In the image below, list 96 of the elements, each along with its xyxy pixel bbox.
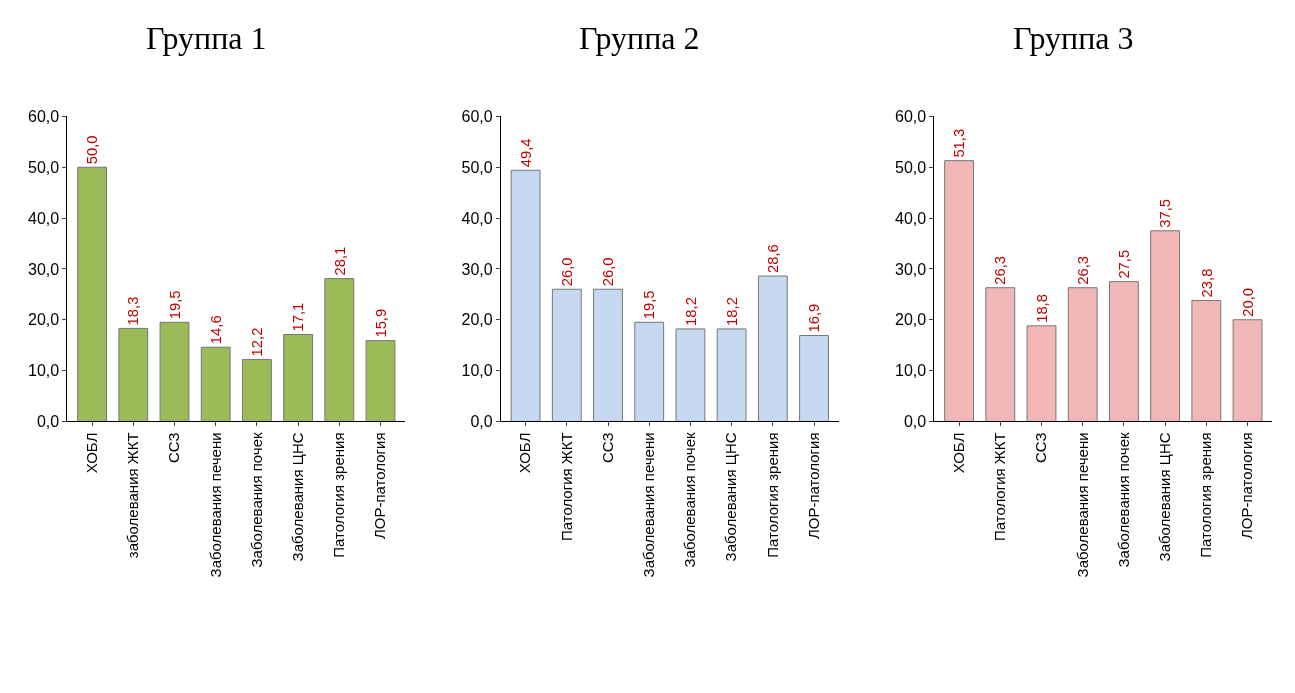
x-tick-label: Заболевания почек xyxy=(247,432,265,568)
x-tick-label: ЛОР-патология xyxy=(804,432,822,540)
bar xyxy=(675,328,706,422)
x-tick-label: ХОБЛ xyxy=(82,432,100,474)
bar xyxy=(1191,299,1222,422)
data-label: 37,5 xyxy=(1157,198,1174,228)
bar xyxy=(1026,325,1057,422)
y-tick-label: 50,0 xyxy=(895,158,927,176)
y-tick-label: 60,0 xyxy=(461,108,493,125)
data-label: 12,2 xyxy=(249,327,266,357)
y-tick-label: 60,0 xyxy=(28,108,60,125)
x-tick-label: Заболевания печени xyxy=(640,432,658,578)
data-label: 15,9 xyxy=(372,308,389,338)
bar xyxy=(799,335,829,422)
data-label: 26,0 xyxy=(558,257,575,287)
data-label: 18,2 xyxy=(723,297,740,326)
data-label: 18,8 xyxy=(1033,294,1050,323)
y-tick-label: 50,0 xyxy=(461,158,493,176)
data-label: 26,3 xyxy=(992,255,1009,285)
bar xyxy=(118,327,149,422)
data-label: 17,1 xyxy=(290,302,307,332)
data-label: 23,8 xyxy=(1198,268,1215,298)
data-label: 14,6 xyxy=(207,315,224,345)
data-label: 28,6 xyxy=(765,244,782,274)
chart-title: Группа 1 xyxy=(146,20,267,56)
bar xyxy=(242,358,272,422)
x-tick-label: Заболевания почек xyxy=(681,432,699,568)
bar xyxy=(324,278,355,422)
data-label: 18,2 xyxy=(682,297,699,326)
x-tick-label: заболевания ЖКТ xyxy=(124,432,142,559)
x-tick-label: Заболевания печени xyxy=(1073,432,1091,578)
bar xyxy=(593,288,623,422)
data-label: 20,0 xyxy=(1239,287,1256,317)
bar xyxy=(510,169,541,422)
x-tick-label: Заболевания ЦНС xyxy=(1155,432,1173,562)
y-tick-label: 0,0 xyxy=(36,413,60,431)
bar xyxy=(365,340,396,422)
y-tick-label: 30,0 xyxy=(28,260,60,278)
data-label: 28,1 xyxy=(331,246,348,276)
y-tick-label: 0,0 xyxy=(470,413,493,431)
x-tick-label: Заболевания ЦНС xyxy=(722,432,740,562)
bar xyxy=(77,166,108,422)
bar xyxy=(716,328,747,422)
chart-title: Группа 3 xyxy=(1013,20,1134,56)
y-tick-label: 30,0 xyxy=(895,260,927,278)
y-tick-label: 10,0 xyxy=(28,362,60,380)
y-tick-label: 20,0 xyxy=(461,311,493,329)
y-tick-label: 40,0 xyxy=(28,209,60,227)
data-label: 19,5 xyxy=(641,290,658,320)
data-label: 18,3 xyxy=(125,296,142,326)
x-tick-label: ССЗ xyxy=(598,432,616,463)
bar xyxy=(200,346,231,422)
x-tick-label: Патология зрения xyxy=(763,432,781,558)
x-tick-label: Заболевания ЦНС xyxy=(288,432,306,562)
x-tick-label: Заболевания почек xyxy=(1114,432,1132,568)
chart-title: Группа 2 xyxy=(579,20,700,56)
y-tick-label: 50,0 xyxy=(28,158,60,176)
data-label: 50,0 xyxy=(84,135,101,165)
x-tick-label: ССЗ xyxy=(165,432,183,463)
bar xyxy=(985,287,1016,422)
y-tick-label: 20,0 xyxy=(28,311,60,329)
data-label: 16,9 xyxy=(806,303,823,333)
x-tick-label: Заболевания печени xyxy=(206,432,224,578)
y-tick-label: 40,0 xyxy=(461,209,493,227)
y-tick-label: 60,0 xyxy=(895,108,927,125)
x-tick-label: ССЗ xyxy=(1032,432,1050,463)
data-label: 26,0 xyxy=(600,257,617,287)
x-tick-label: Патология ЖКТ xyxy=(991,432,1009,542)
x-tick-label: Патология ЖКТ xyxy=(557,432,575,542)
bar xyxy=(1108,281,1139,422)
x-tick-label: ЛОР-патология xyxy=(1238,432,1256,540)
y-tick-label: 30,0 xyxy=(461,260,493,278)
x-tick-label: ХОБЛ xyxy=(949,432,967,474)
x-tick-label: ХОБЛ xyxy=(516,432,534,474)
y-tick-label: 40,0 xyxy=(895,209,927,227)
bar xyxy=(944,160,975,422)
bar xyxy=(283,334,314,422)
y-tick-label: 0,0 xyxy=(903,413,927,431)
bar xyxy=(634,321,665,422)
data-label: 19,5 xyxy=(166,290,183,320)
data-label: 51,3 xyxy=(951,128,968,158)
x-tick-label: Патология зрения xyxy=(1197,432,1215,558)
bar xyxy=(551,288,582,422)
bar xyxy=(1232,319,1263,422)
y-tick-label: 20,0 xyxy=(895,311,927,329)
x-tick-label: ЛОР-патология xyxy=(371,432,389,540)
x-tick-label: Патология зрения xyxy=(330,432,348,558)
bar xyxy=(159,321,190,422)
bar xyxy=(757,275,788,422)
data-label: 49,4 xyxy=(517,138,534,168)
data-label: 27,5 xyxy=(1116,249,1133,279)
data-label: 26,3 xyxy=(1074,255,1091,285)
bar xyxy=(1150,230,1181,422)
bar xyxy=(1067,287,1098,422)
y-tick-label: 10,0 xyxy=(895,362,927,380)
y-tick-label: 10,0 xyxy=(461,362,493,380)
